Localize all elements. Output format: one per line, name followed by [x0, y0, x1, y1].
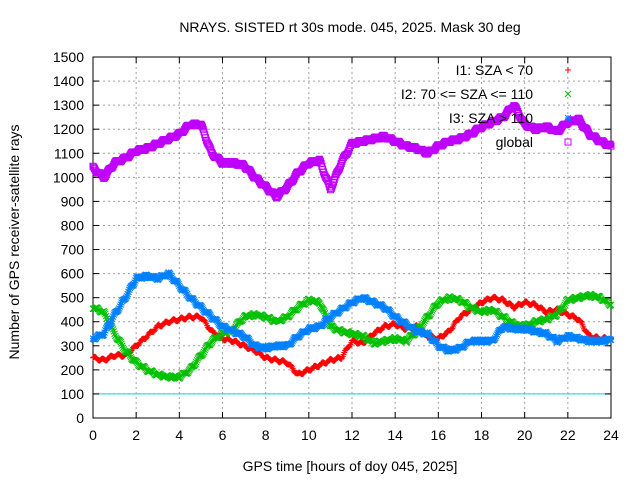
x-tick-label: 12	[344, 427, 360, 443]
y-tick-label: 700	[61, 242, 85, 258]
y-tick-label: 1200	[53, 121, 84, 137]
legend-marker	[564, 90, 572, 98]
x-tick-label: 2	[132, 427, 140, 443]
data-point	[101, 308, 108, 316]
data-point	[101, 173, 109, 181]
data-point	[117, 338, 125, 346]
data-point	[560, 303, 568, 310]
y-tick-label: 1400	[53, 73, 84, 89]
y-tick-label: 0	[76, 410, 84, 426]
data-point	[201, 317, 208, 324]
y-tick-label: 400	[61, 314, 85, 330]
data-point	[198, 123, 206, 131]
data-point	[606, 140, 614, 148]
y-tick-label: 900	[61, 193, 85, 209]
data-point	[110, 328, 118, 335]
data-point	[336, 164, 344, 172]
data-point	[607, 301, 615, 309]
y-tick-label: 800	[61, 217, 85, 233]
data-points	[89, 102, 615, 382]
data-point	[118, 342, 126, 350]
data-point	[319, 168, 327, 176]
data-point	[316, 157, 324, 165]
legend-marker	[564, 138, 572, 146]
data-point	[328, 183, 336, 191]
series-i3-sza-110	[89, 269, 615, 355]
y-tick-label: 200	[61, 362, 85, 378]
series-global	[89, 102, 615, 202]
data-point	[607, 336, 615, 344]
data-point	[101, 310, 109, 318]
x-tick-label: 24	[603, 427, 619, 443]
legend: I1: SZA < 70 I2: 70 <= SZA <= 110 I3: SZA …	[401, 62, 572, 150]
x-tick-label: 0	[89, 427, 97, 443]
grid-lines	[93, 57, 611, 418]
data-point	[321, 310, 329, 317]
data-point	[553, 311, 561, 319]
data-point	[200, 348, 208, 356]
data-point	[420, 319, 428, 326]
data-point	[320, 307, 328, 315]
y-tick-label: 1100	[54, 145, 84, 161]
x-tick-label: 22	[560, 427, 576, 443]
x-tick-label: 14	[387, 427, 403, 443]
x-tick-label: 10	[301, 427, 317, 443]
x-tick-label: 6	[219, 427, 227, 443]
y-tick-label: 300	[61, 338, 85, 354]
legend-label: I2: 70 <= SZA <= 110	[401, 86, 533, 102]
data-point	[199, 350, 207, 358]
x-tick-label: 20	[517, 427, 533, 443]
legend-marker	[564, 114, 572, 122]
x-tick-label: 16	[431, 427, 447, 443]
data-point	[192, 360, 199, 368]
series-i2-70-sza-110	[89, 290, 615, 382]
x-axis-label: GPS time [hours of doy 045, 2025]	[243, 458, 458, 474]
y-axis-label: Number of GPS receiver-satellite rays	[6, 125, 22, 360]
data-point	[419, 320, 427, 328]
legend-label: global	[496, 134, 533, 150]
data-point	[102, 312, 110, 320]
y-axis-ticks: 0 100 200 300 400 500 600 700 800 900 1000 1100 1200…	[53, 49, 611, 426]
data-point	[316, 155, 324, 163]
data-point	[192, 358, 200, 366]
data-point	[111, 330, 118, 338]
data-point	[125, 350, 133, 358]
y-tick-label: 600	[61, 266, 85, 282]
data-point	[577, 318, 584, 325]
y-tick-label: 500	[61, 290, 85, 306]
legend-label: I1: SZA < 70	[456, 62, 534, 78]
data-point	[607, 142, 615, 150]
chart-title: NRAYS. SISTED rt 30s mode. 045, 2025. Ma…	[179, 19, 520, 35]
x-tick-label: 4	[175, 427, 183, 443]
data-point	[151, 327, 158, 334]
data-point	[289, 176, 297, 184]
y-tick-label: 100	[61, 386, 85, 402]
data-point	[427, 310, 434, 318]
data-point	[346, 343, 353, 350]
legend-label: I3: SZA > 110	[449, 110, 533, 126]
data-point	[316, 300, 323, 308]
x-tick-label: 18	[474, 427, 490, 443]
y-tick-label: 1500	[53, 49, 84, 65]
x-tick-label: 8	[262, 427, 270, 443]
x-axis-ticks: 0 2 4 6 8 10 12 14 16 18 20 22 24	[89, 57, 619, 443]
data-point	[143, 334, 150, 341]
y-tick-label: 1000	[53, 169, 84, 185]
y-tick-label: 1300	[53, 97, 84, 113]
data-point	[428, 309, 435, 316]
legend-marker	[565, 67, 571, 73]
data-point	[118, 340, 125, 348]
data-point	[198, 121, 206, 129]
